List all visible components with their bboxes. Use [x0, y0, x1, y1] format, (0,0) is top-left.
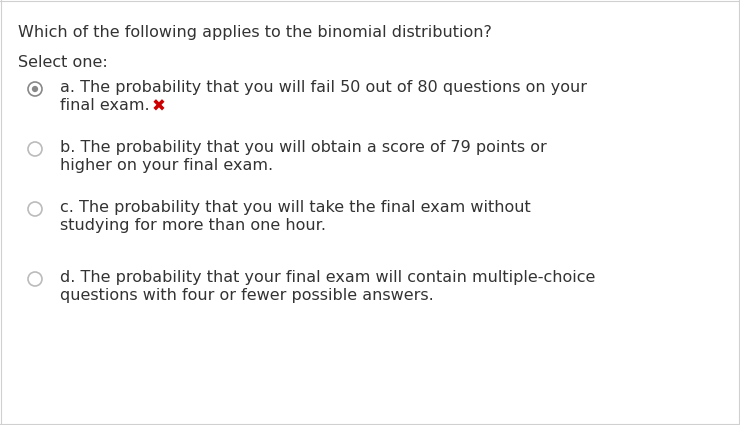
- Text: higher on your final exam.: higher on your final exam.: [60, 158, 273, 173]
- Text: questions with four or fewer possible answers.: questions with four or fewer possible an…: [60, 288, 434, 303]
- Text: ✖: ✖: [152, 98, 166, 116]
- Text: Select one:: Select one:: [18, 55, 108, 70]
- Text: d. The probability that your final exam will contain multiple-choice: d. The probability that your final exam …: [60, 270, 596, 285]
- Text: c. The probability that you will take the final exam without: c. The probability that you will take th…: [60, 200, 531, 215]
- Text: a. The probability that you will fail 50 out of 80 questions on your: a. The probability that you will fail 50…: [60, 80, 587, 95]
- Circle shape: [32, 86, 38, 92]
- Text: Which of the following applies to the binomial distribution?: Which of the following applies to the bi…: [18, 25, 492, 40]
- Text: b. The probability that you will obtain a score of 79 points or: b. The probability that you will obtain …: [60, 140, 547, 155]
- Text: final exam.: final exam.: [60, 98, 149, 113]
- Text: studying for more than one hour.: studying for more than one hour.: [60, 218, 326, 233]
